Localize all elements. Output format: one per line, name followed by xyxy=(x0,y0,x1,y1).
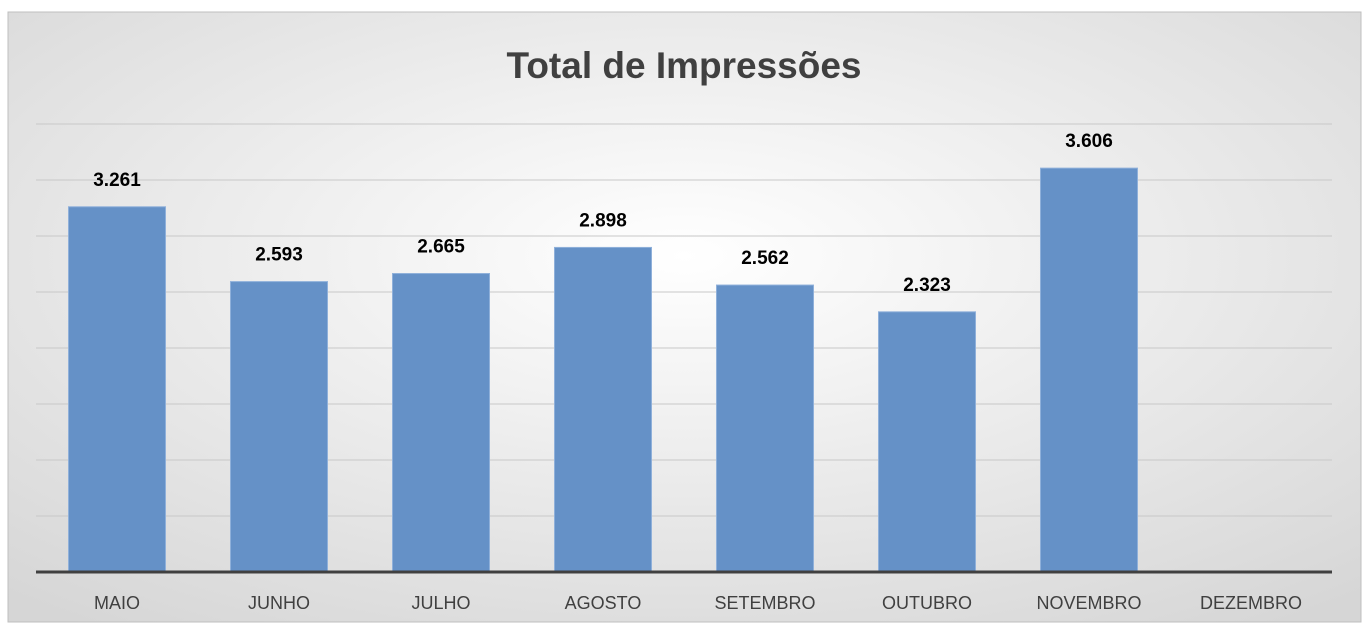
x-tick-label: SETEMBRO xyxy=(714,593,815,613)
bar xyxy=(1040,167,1138,573)
bar xyxy=(554,246,652,573)
x-tick-label: OUTUBRO xyxy=(882,593,972,613)
chart-title: Total de Impressões xyxy=(506,45,861,86)
bar xyxy=(68,206,166,573)
data-label: 2.593 xyxy=(255,245,303,266)
chart-background xyxy=(7,11,1362,623)
x-tick-label: DEZEMBRO xyxy=(1200,593,1302,613)
bar xyxy=(716,284,814,573)
data-label: 3.261 xyxy=(93,170,141,191)
x-tick-label: AGOSTO xyxy=(565,593,642,613)
bar xyxy=(878,311,976,573)
bar xyxy=(392,273,490,573)
x-tick-label: NOVEMBRO xyxy=(1036,593,1141,613)
data-label: 2.898 xyxy=(579,210,627,231)
data-label: 2.665 xyxy=(417,237,465,258)
data-label: 3.606 xyxy=(1065,131,1113,152)
data-label: 2.562 xyxy=(741,248,789,269)
x-tick-label: JUNHO xyxy=(248,593,310,613)
bar xyxy=(230,281,328,573)
x-tick-label: JULHO xyxy=(411,593,470,613)
data-label: 2.323 xyxy=(903,275,951,296)
x-tick-label: MAIO xyxy=(94,593,140,613)
